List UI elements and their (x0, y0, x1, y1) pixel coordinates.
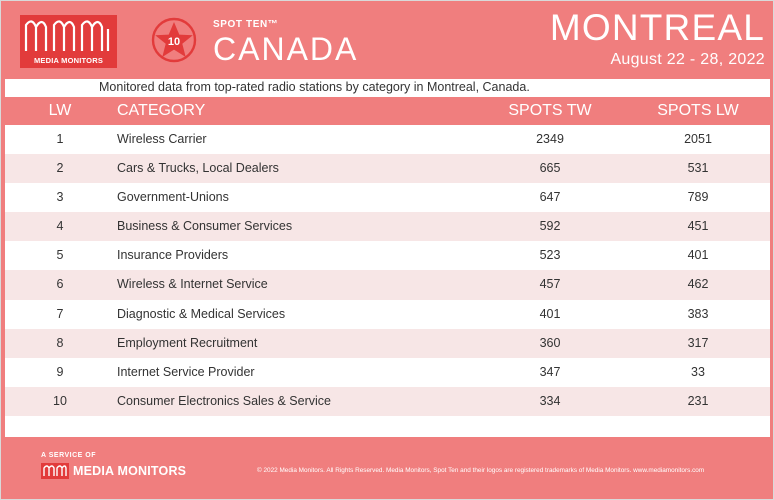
cell-spots-lw: 531 (687, 161, 709, 176)
table-row: 2 Cars & Trucks, Local Dealers 665 531 (5, 154, 770, 184)
country-title: CANADA (213, 31, 359, 67)
table-row: 5 Insurance Providers 523 401 (5, 241, 770, 271)
table-row: 6 Wireless & Internet Service 457 462 (5, 270, 770, 300)
column-header-spots-lw: SPOTS LW (657, 102, 739, 119)
footer-logo-icon (41, 463, 69, 479)
data-panel: Monitored data from top-rated radio stat… (5, 79, 770, 437)
cell-spots-lw: 451 (687, 219, 709, 234)
table-row: 3 Government-Unions 647 789 (5, 183, 770, 213)
table-header: LW CATEGORY SPOTS TW SPOTS LW (5, 97, 770, 125)
copyright-notice: © 2022 Media Monitors. All Rights Reserv… (257, 467, 705, 474)
cell-spots-lw: 231 (687, 393, 709, 408)
spot-ten-star-icon: 10 (151, 17, 197, 63)
cell-lw: 6 (56, 277, 64, 292)
cell-lw: 1 (56, 132, 64, 146)
cell-category: Insurance Providers (117, 248, 229, 263)
subtitle: Monitored data from top-rated radio stat… (99, 80, 530, 94)
cell-spots-lw: 789 (687, 190, 709, 205)
cell-lw: 10 (53, 393, 67, 408)
table-row: 4 Business & Consumer Services 592 451 (5, 212, 770, 242)
badge-number: 10 (168, 36, 180, 48)
cell-lw: 2 (56, 161, 64, 176)
table-body: 1 Wireless Carrier 2349 2051 2 Cars & Tr… (5, 125, 770, 416)
table-row: 9 Internet Service Provider 347 33 (5, 357, 770, 387)
date-range: August 22 - 28, 2022 (610, 51, 765, 68)
column-header-lw: LW (48, 102, 72, 119)
cell-spots-tw: 360 (539, 335, 561, 350)
cell-spots-tw: 592 (539, 219, 561, 234)
cell-category: Diagnostic & Medical Services (117, 306, 286, 321)
cell-spots-tw: 401 (539, 306, 561, 321)
city-title: MONTREAL (549, 7, 765, 48)
cell-category: Business & Consumer Services (117, 219, 293, 234)
cell-spots-lw: 401 (687, 248, 709, 263)
table-row: 8 Employment Recruitment 360 317 (5, 328, 770, 358)
table-row: 7 Diagnostic & Medical Services 401 383 (5, 299, 770, 329)
column-header-category: CATEGORY (117, 102, 206, 119)
cell-spots-tw: 334 (539, 393, 561, 408)
cell-lw: 8 (56, 335, 64, 350)
cell-category: Government-Unions (117, 190, 229, 205)
waveform-icon (24, 20, 110, 51)
spot-ten-label: SPOT TEN™ (213, 19, 279, 30)
cell-lw: 9 (56, 364, 64, 379)
cell-category: Wireless Carrier (117, 132, 207, 146)
cell-spots-tw: 2349 (536, 132, 564, 146)
cell-lw: 5 (56, 248, 64, 263)
cell-spots-lw: 2051 (684, 132, 712, 146)
footer-brand: MEDIA MONITORS (73, 464, 187, 478)
column-header-spots-tw: SPOTS TW (508, 102, 592, 119)
cell-category: Internet Service Provider (117, 364, 255, 379)
cell-lw: 3 (56, 190, 64, 205)
media-monitors-logo: MEDIA MONITORS (20, 15, 117, 68)
cell-spots-tw: 457 (539, 277, 561, 292)
cell-spots-tw: 523 (539, 248, 561, 263)
cell-category: Employment Recruitment (117, 335, 258, 350)
cell-category: Wireless & Internet Service (117, 277, 268, 292)
header: MEDIA MONITORS 10 SPOT TEN™ CANADA MONTR… (1, 1, 773, 79)
cell-lw: 4 (56, 219, 64, 234)
cell-spots-lw: 33 (691, 364, 705, 379)
table-row: 1 Wireless Carrier 2349 2051 (5, 125, 770, 155)
cell-category: Consumer Electronics Sales & Service (117, 393, 331, 408)
cell-spots-tw: 665 (539, 161, 561, 176)
cell-spots-tw: 347 (539, 364, 561, 379)
service-of-label: A SERVICE OF (41, 452, 97, 459)
cell-category: Cars & Trucks, Local Dealers (117, 161, 279, 176)
cell-spots-lw: 462 (687, 277, 709, 292)
table-row: 10 Consumer Electronics Sales & Service … (5, 386, 770, 416)
footer: A SERVICE OF MEDIA MONITORS © 2022 Media… (1, 437, 773, 499)
cell-lw: 7 (56, 306, 64, 321)
cell-spots-lw: 317 (687, 335, 709, 350)
cell-spots-tw: 647 (539, 190, 561, 205)
logo-text: MEDIA MONITORS (33, 56, 104, 65)
cell-spots-lw: 383 (687, 306, 709, 321)
